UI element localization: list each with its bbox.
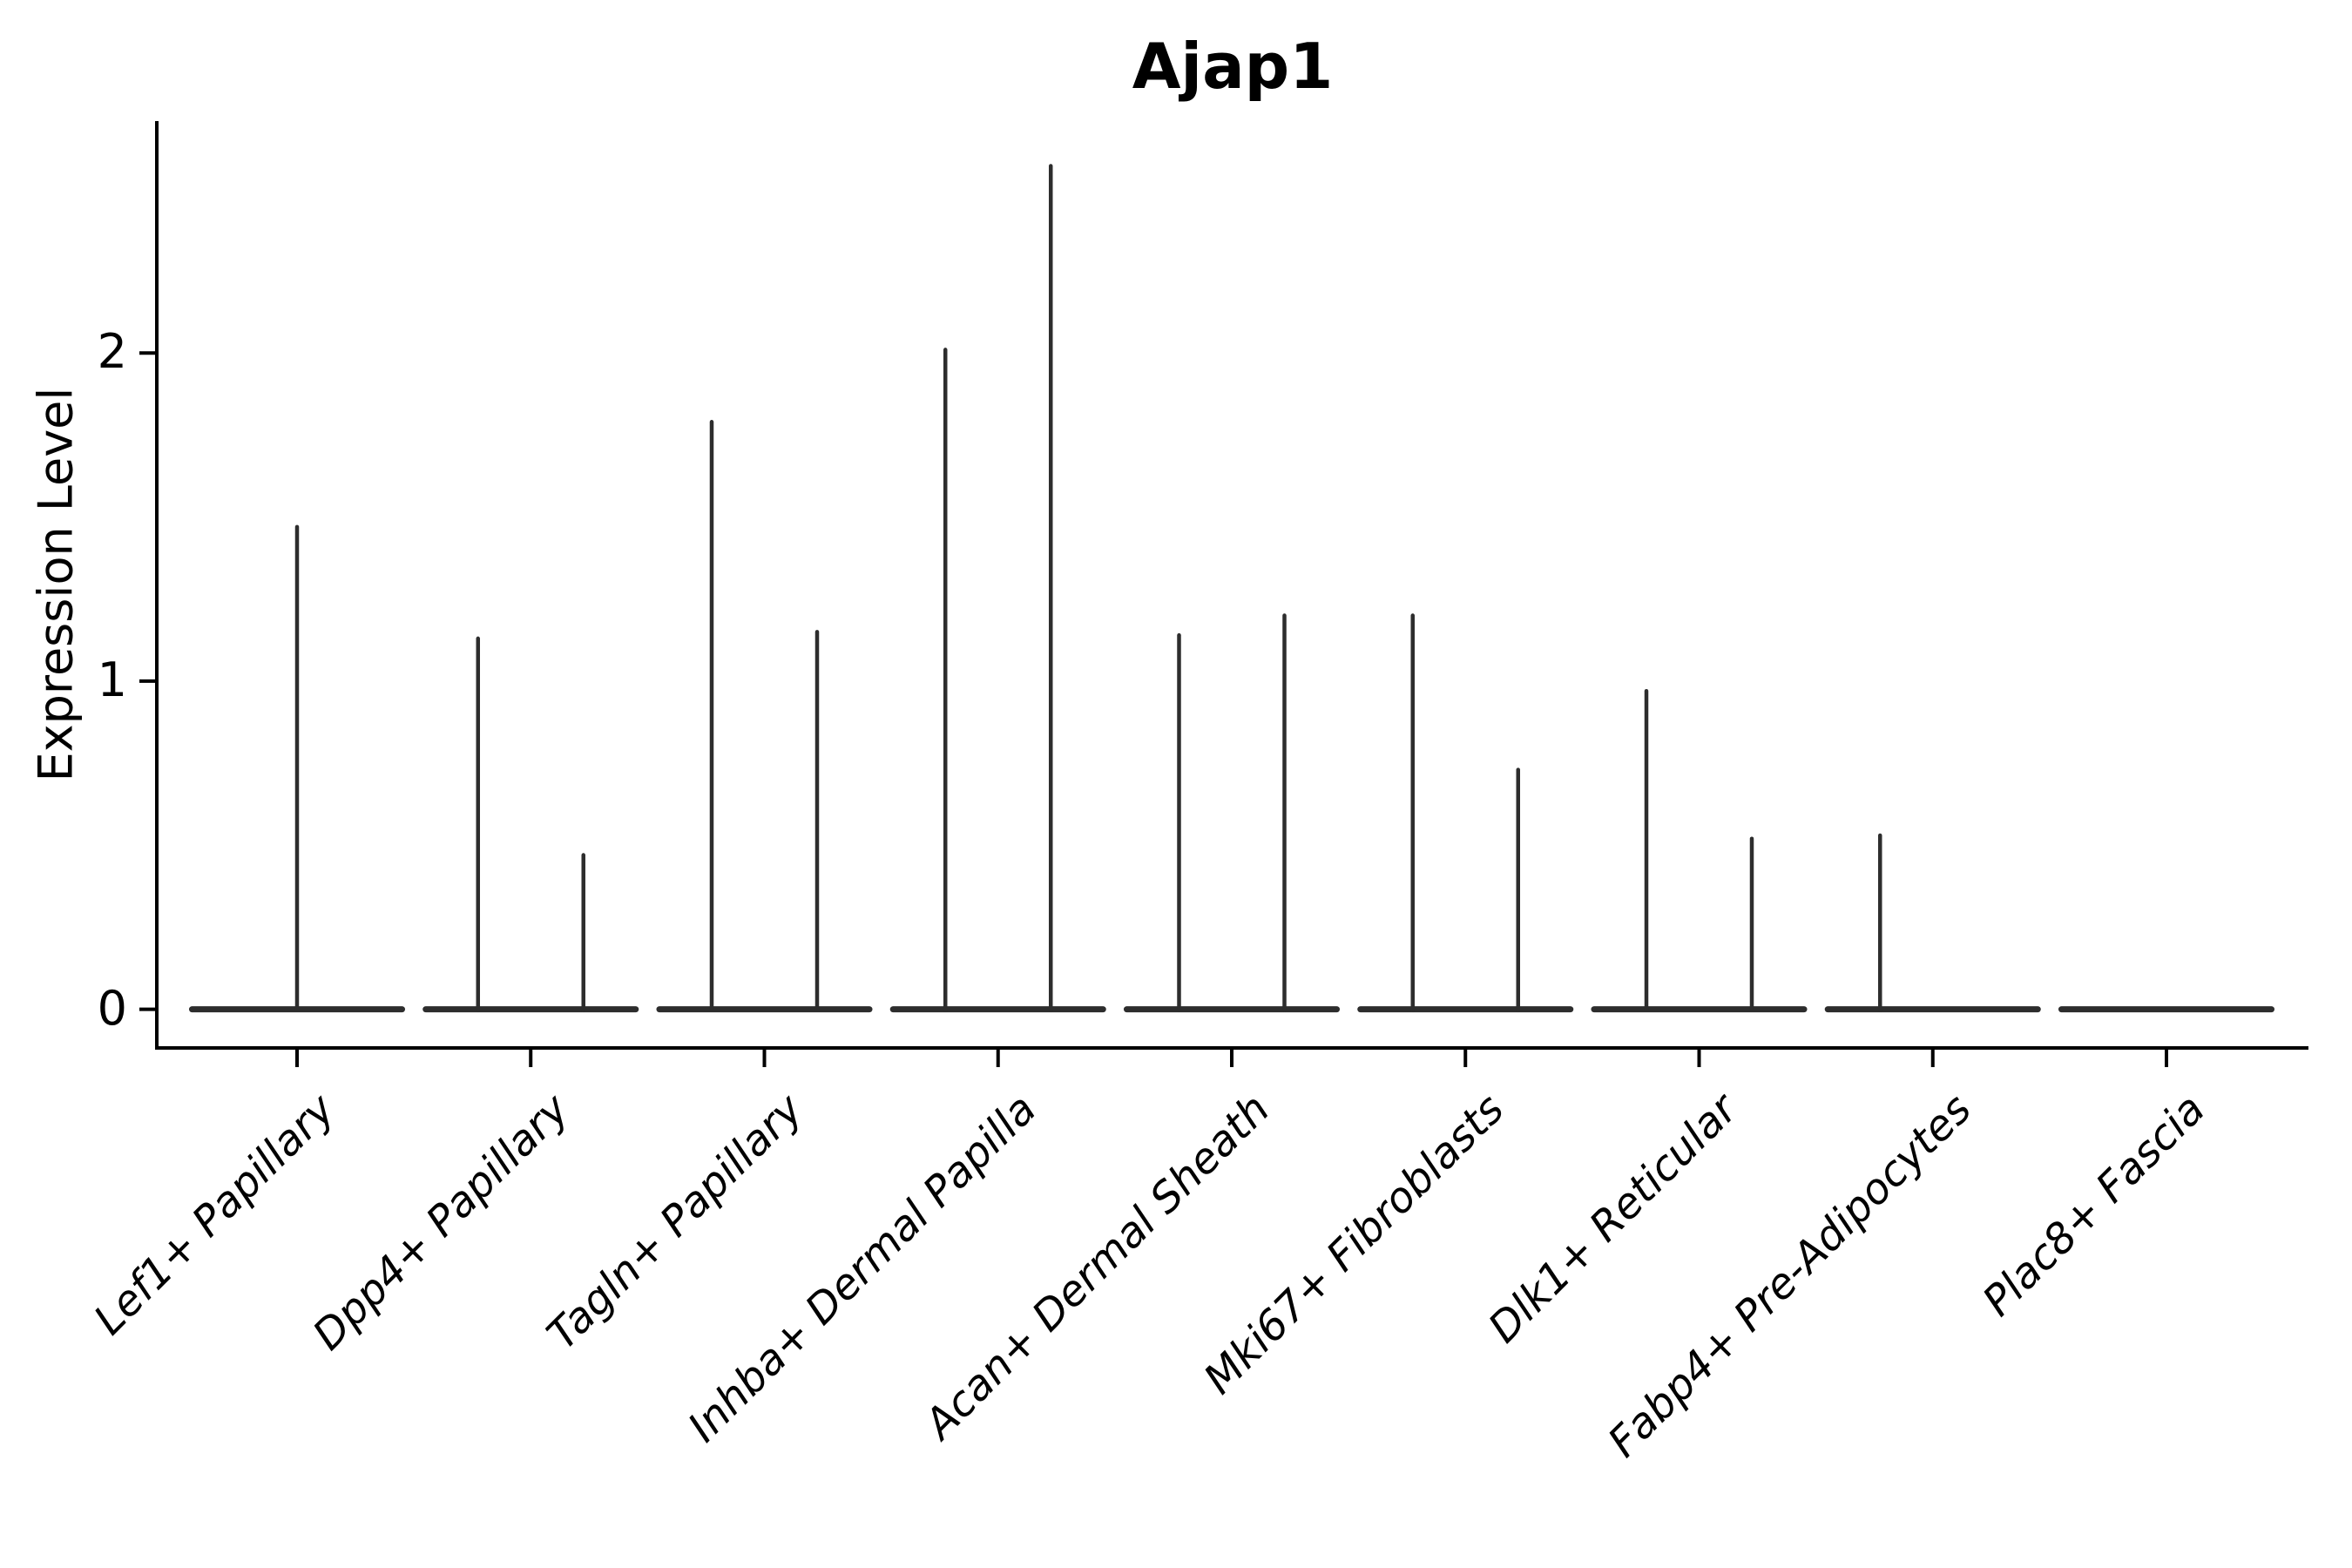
y-tick-label-2: 2	[97, 324, 127, 380]
y-axis-label: Expression Level	[28, 387, 84, 782]
chart-title: Ajap1	[1132, 30, 1334, 103]
y-tick-label-1: 1	[97, 652, 127, 707]
y-tick-label-0: 0	[97, 980, 127, 1036]
